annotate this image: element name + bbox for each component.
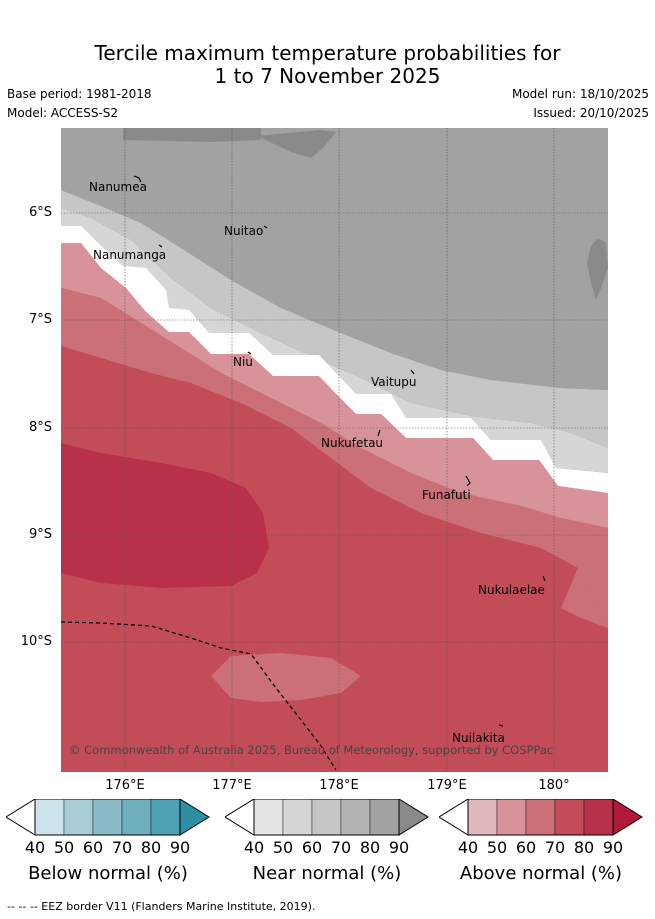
lon-label-178e: 178°E xyxy=(319,778,359,793)
island-nuilakita xyxy=(498,724,504,727)
colorbar-above-tick-90: 90 xyxy=(602,838,624,857)
model-name: Model: ACCESS-S2 xyxy=(7,106,119,120)
island-nuitao xyxy=(263,225,268,229)
island-vaitupu xyxy=(410,369,415,375)
colorbar-above-tick-40: 40 xyxy=(457,838,479,857)
eez-footnote: -- -- -- EEZ border V11 (Flanders Marine… xyxy=(7,900,316,913)
colorbar-near-tick-40: 40 xyxy=(243,838,265,857)
place-label-nanumanga: Nanumanga xyxy=(93,248,166,262)
graticule xyxy=(61,128,608,772)
eez-border xyxy=(61,621,337,771)
place-label-funafuti: Funafuti xyxy=(422,488,471,502)
model-run: Model run: 18/10/2025 xyxy=(511,87,649,101)
colorbar-near-normal xyxy=(225,799,429,836)
copyright-notice: © Commonwealth of Australia 2025, Bureau… xyxy=(69,743,553,757)
colorbar-below-tick-60: 60 xyxy=(82,838,104,857)
place-label-niu: Niu xyxy=(233,355,253,369)
lat-label-7s: 7°S xyxy=(28,312,52,327)
island-funafuti xyxy=(465,475,471,487)
place-label-nuilakita: Nuilakita xyxy=(452,731,505,745)
colorbar-near-tick-60: 60 xyxy=(301,838,323,857)
colorbar-above-title: Above normal (%) xyxy=(459,863,623,884)
colorbar-near-tick-90: 90 xyxy=(388,838,410,857)
colorbar-above-tick-80: 80 xyxy=(573,838,595,857)
lon-label-176e: 176°E xyxy=(105,778,145,793)
above-normal-40-band xyxy=(61,243,608,528)
chart-title-line1: Tercile maximum temperature probabilitie… xyxy=(94,41,561,65)
island-niu xyxy=(247,351,252,355)
near-normal-50-band xyxy=(61,190,608,448)
near-normal-high-patch-3 xyxy=(587,238,608,300)
colorbar-below-normal xyxy=(6,799,210,836)
place-label-nanumea: Nanumea xyxy=(89,180,147,194)
island-nanumanga xyxy=(158,244,163,248)
colorbar-below-tick-40: 40 xyxy=(24,838,46,857)
lon-label-177e: 177°E xyxy=(212,778,252,793)
near-normal-region xyxy=(61,128,608,390)
colorbar-below-tick-80: 80 xyxy=(140,838,162,857)
place-label-nukulaelae: Nukulaelae xyxy=(478,583,545,597)
island-nukulaelae xyxy=(542,575,546,582)
above-normal-50-patch xyxy=(561,568,608,628)
colorbar-below-title: Below normal (%) xyxy=(28,863,188,884)
colorbar-below-tick-70: 70 xyxy=(111,838,133,857)
colorbar-above-tick-60: 60 xyxy=(515,838,537,857)
lon-label-180: 180° xyxy=(538,778,570,793)
colorbar-near-tick-70: 70 xyxy=(330,838,352,857)
island-nanumea xyxy=(133,175,142,183)
islands xyxy=(133,175,546,727)
neutral-band xyxy=(61,226,608,493)
colorbar-near-tick-80: 80 xyxy=(359,838,381,857)
base-period: Base period: 1981-2018 xyxy=(7,87,152,101)
above-normal-50-band xyxy=(61,288,608,628)
lat-label-10s: 10°S xyxy=(20,634,52,649)
island-nukufetau xyxy=(377,429,381,437)
place-label-vaitupu: Vaitupu xyxy=(371,375,417,389)
lat-label-6s: 6°S xyxy=(28,205,52,220)
colorbar-near-title: Near normal (%) xyxy=(252,863,402,884)
above-normal-50-patch-south xyxy=(211,653,361,702)
near-normal-40-band xyxy=(61,208,608,473)
lon-label-179e: 179°E xyxy=(427,778,467,793)
colorbar-below-tick-90: 90 xyxy=(169,838,191,857)
colorbar-near-tick-50: 50 xyxy=(272,838,294,857)
above-normal-70-core xyxy=(61,443,269,588)
near-normal-high-patch xyxy=(123,128,261,142)
forecast-map: Nanumea Nuitao Nanumanga Niu Vaitupu Nuk… xyxy=(61,128,608,772)
lat-label-9s: 9°S xyxy=(28,527,52,542)
issued-date: Issued: 20/10/2025 xyxy=(533,106,649,120)
chart-title-line2: 1 to 7 November 2025 xyxy=(214,64,441,88)
colorbar-below-tick-50: 50 xyxy=(53,838,75,857)
lat-label-8s: 8°S xyxy=(28,420,52,435)
colorbar-above-tick-70: 70 xyxy=(544,838,566,857)
colorbar-above-normal xyxy=(439,799,643,836)
colorbar-above-tick-50: 50 xyxy=(486,838,508,857)
place-label-nukufetau: Nukufetau xyxy=(321,436,383,450)
near-normal-high-patch-2 xyxy=(257,130,336,158)
place-label-nuitao: Nuitao xyxy=(224,224,263,238)
